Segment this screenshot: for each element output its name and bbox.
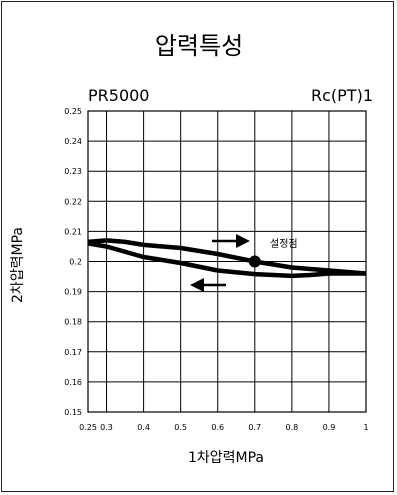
x-tick-label: 0.5 xyxy=(174,423,187,432)
arrow-right-head xyxy=(236,234,250,248)
x-tick-label: 0.9 xyxy=(323,423,336,432)
plot-grid xyxy=(87,110,367,413)
series-line-increasing xyxy=(87,238,367,276)
port-label: Rc(PT)1 xyxy=(311,86,373,105)
y-tick-label: 0.24 xyxy=(64,137,82,146)
y-tick-label: 0.21 xyxy=(64,227,82,236)
x-tick-label: 0.8 xyxy=(285,423,298,432)
y-tick-label: 0.17 xyxy=(64,348,82,357)
x-axis-label: 1차압력MPa xyxy=(188,450,264,466)
series-line-decreasing xyxy=(87,241,366,279)
x-tick-label: 0.25 xyxy=(79,423,97,432)
set-point-marker xyxy=(248,255,261,268)
plot-border xyxy=(87,110,367,413)
y-tick-label: 0.19 xyxy=(64,288,82,297)
x-tick-label: 0.7 xyxy=(248,423,261,432)
x-tick-labels: 0.25 0.3 0.4 0.5 0.6 0.7 0.8 0.9 1 xyxy=(79,423,368,432)
y-tick-label: 0.18 xyxy=(64,318,82,327)
annotations: 설정점 xyxy=(190,234,298,292)
y-tick-label: 0.15 xyxy=(64,408,82,417)
x-tick-label: 0.4 xyxy=(137,423,150,432)
y-tick-label: 0.25 xyxy=(64,107,82,116)
y-tick-label: 0.23 xyxy=(64,167,82,176)
series-lines xyxy=(87,238,367,279)
y-tick-label: 0.2 xyxy=(69,258,82,267)
y-tick-label: 0.22 xyxy=(64,197,82,206)
chart-title: 압력특성 xyxy=(155,32,243,60)
x-tick-label: 1 xyxy=(363,423,368,432)
x-tick-label: 0.3 xyxy=(100,423,113,432)
arrow-left-head xyxy=(190,278,204,292)
y-axis-label: 2차압력MPa xyxy=(10,227,26,303)
x-tick-label: 0.6 xyxy=(211,423,224,432)
y-tick-labels: 0.25 0.24 0.23 0.22 0.21 0.2 0.19 0.18 0.17 0.16 0… xyxy=(64,107,82,417)
set-point-label: 설정점 xyxy=(270,238,298,250)
y-tick-label: 0.16 xyxy=(64,378,82,387)
model-label: PR5000 xyxy=(88,86,149,105)
